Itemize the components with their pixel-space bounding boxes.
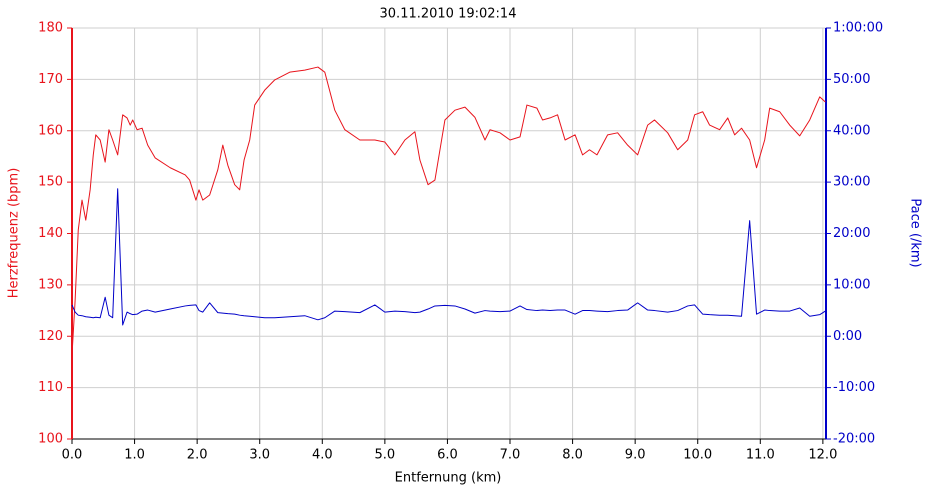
y2-tick-label: -20:00 bbox=[833, 432, 875, 447]
y2-tick-label: 0:00 bbox=[833, 329, 862, 344]
y-tick-label: 160 bbox=[38, 123, 63, 138]
y2-tick-label: 1:00:00 bbox=[833, 21, 883, 36]
x-tick-label: 0.0 bbox=[62, 448, 83, 463]
x-tick-label: 9.0 bbox=[625, 448, 646, 463]
x-tick-label: 1.0 bbox=[124, 448, 145, 463]
y2-tick-label: 40:00 bbox=[833, 123, 870, 138]
y-tick-label: 110 bbox=[38, 380, 63, 395]
data-line bbox=[71, 188, 826, 326]
x-tick-label: 6.0 bbox=[437, 448, 458, 463]
y-tick-label: 100 bbox=[38, 432, 63, 447]
x-tick-label: 11.0 bbox=[746, 448, 775, 463]
x-axis-label: Entfernung (km) bbox=[395, 471, 502, 486]
y-axis-label: Herzfrequenz (bpm) bbox=[7, 168, 22, 299]
y2-tick-label: 10:00 bbox=[833, 277, 870, 292]
x-tick-label: 4.0 bbox=[312, 448, 333, 463]
x-tick-label: 8.0 bbox=[562, 448, 583, 463]
y2-tick-label: 20:00 bbox=[833, 226, 870, 241]
x-tick-label: 3.0 bbox=[249, 448, 270, 463]
y-tick-label: 150 bbox=[38, 175, 63, 190]
y-tick-label: 120 bbox=[38, 329, 63, 344]
x-tick-label: 7.0 bbox=[500, 448, 521, 463]
y2-tick-label: 50:00 bbox=[833, 72, 870, 87]
y-tick-label: 180 bbox=[38, 21, 63, 36]
y-tick-label: 130 bbox=[38, 277, 63, 292]
y-tick-label: 140 bbox=[38, 226, 63, 241]
x-tick-label: 5.0 bbox=[375, 448, 396, 463]
x-tick-label: 2.0 bbox=[187, 448, 208, 463]
y2-tick-label: -10:00 bbox=[833, 380, 875, 395]
data-line bbox=[71, 66, 826, 355]
y2-axis-label: Pace (/km) bbox=[908, 198, 923, 267]
x-tick-label: 12.0 bbox=[808, 448, 837, 463]
x-tick-label: 10.0 bbox=[683, 448, 712, 463]
chart-title: 30.11.2010 19:02:14 bbox=[380, 7, 517, 22]
y2-tick-label: 30:00 bbox=[833, 175, 870, 190]
y-tick-label: 170 bbox=[38, 72, 63, 87]
